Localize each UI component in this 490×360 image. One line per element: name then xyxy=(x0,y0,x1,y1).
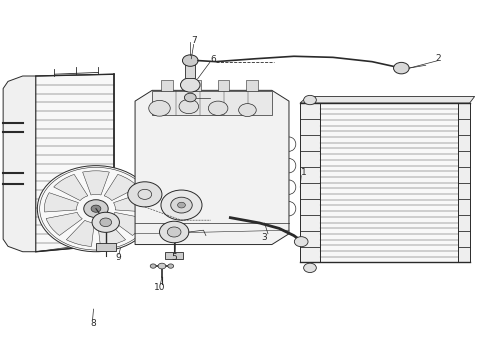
Circle shape xyxy=(304,95,317,105)
Bar xyxy=(218,80,229,91)
Circle shape xyxy=(208,101,228,116)
Text: 7: 7 xyxy=(191,36,196,45)
Text: 5: 5 xyxy=(172,253,177,262)
Polygon shape xyxy=(152,91,272,116)
Circle shape xyxy=(184,93,196,102)
Text: 2: 2 xyxy=(435,54,441,63)
Circle shape xyxy=(92,212,120,232)
Circle shape xyxy=(159,221,189,243)
Circle shape xyxy=(180,78,200,92)
Text: 3: 3 xyxy=(262,233,268,242)
Circle shape xyxy=(150,264,156,268)
Wedge shape xyxy=(83,171,109,195)
Polygon shape xyxy=(135,90,289,244)
Circle shape xyxy=(182,55,198,66)
Circle shape xyxy=(158,263,166,269)
Circle shape xyxy=(239,104,256,117)
Circle shape xyxy=(179,99,198,114)
Polygon shape xyxy=(320,103,458,262)
Text: 1: 1 xyxy=(301,168,307,177)
Polygon shape xyxy=(3,76,36,252)
Text: 6: 6 xyxy=(210,55,216,64)
Circle shape xyxy=(171,197,192,213)
Circle shape xyxy=(168,264,173,268)
Text: 8: 8 xyxy=(91,319,97,328)
Polygon shape xyxy=(36,74,114,252)
Wedge shape xyxy=(46,212,82,235)
Bar xyxy=(161,80,172,91)
Wedge shape xyxy=(54,174,88,201)
Circle shape xyxy=(294,237,308,247)
Wedge shape xyxy=(110,212,146,235)
Bar xyxy=(165,252,183,259)
Polygon shape xyxy=(300,96,475,103)
Circle shape xyxy=(161,190,202,220)
Bar xyxy=(185,63,195,78)
Text: 10: 10 xyxy=(154,283,165,292)
Bar xyxy=(96,243,116,251)
Circle shape xyxy=(167,227,181,237)
Circle shape xyxy=(304,263,317,273)
Wedge shape xyxy=(114,193,147,212)
Polygon shape xyxy=(458,103,470,262)
Wedge shape xyxy=(66,220,94,246)
Circle shape xyxy=(393,62,409,74)
Circle shape xyxy=(128,182,162,207)
Text: 9: 9 xyxy=(115,253,121,262)
Wedge shape xyxy=(98,220,125,246)
Bar xyxy=(189,80,201,91)
Polygon shape xyxy=(300,103,320,262)
Wedge shape xyxy=(45,193,78,212)
Circle shape xyxy=(100,218,112,226)
Circle shape xyxy=(37,166,155,252)
Circle shape xyxy=(84,200,108,218)
Circle shape xyxy=(149,100,170,116)
Bar xyxy=(246,80,258,91)
Circle shape xyxy=(91,205,101,212)
Circle shape xyxy=(177,202,185,208)
Wedge shape xyxy=(104,174,138,201)
